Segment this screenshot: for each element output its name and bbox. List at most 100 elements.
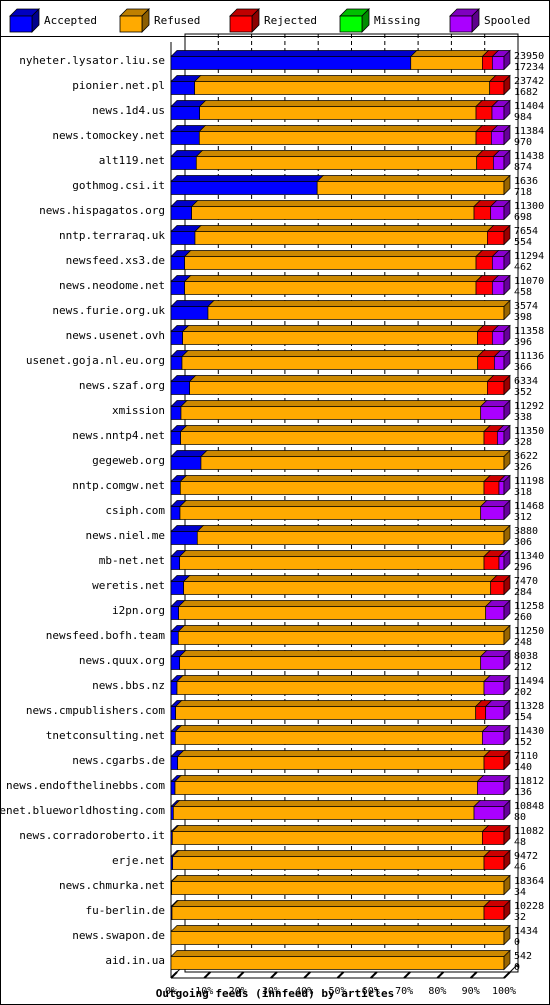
bar-segment-refused: [174, 781, 478, 795]
bar-segment-refused: [199, 106, 477, 120]
bar-segment-rejected: [476, 156, 494, 170]
bar-segment-accepted: [170, 81, 195, 95]
bar-segment-top-refused: [182, 575, 498, 582]
bar-segment-accepted: [170, 106, 200, 120]
bar-segment-top-refused: [170, 925, 511, 932]
row-label: csiph.com: [105, 504, 165, 517]
bar-segment-refused: [182, 331, 478, 345]
bar-segment-refused: [179, 506, 482, 520]
bar-side-face: [503, 674, 511, 696]
bar-segment-rejected: [475, 706, 487, 720]
bar-segment-accepted: [170, 131, 200, 145]
row-label: xmission: [112, 404, 165, 417]
row-accepted-label: 396: [514, 337, 532, 348]
bar-segment-top-refused: [176, 675, 491, 682]
row-accepted-label: 462: [514, 262, 532, 273]
row-total-label: 23742: [514, 76, 544, 87]
x-tick-mark: [236, 971, 245, 979]
bar-segment-refused: [198, 131, 477, 145]
bar-segment-refused: [179, 556, 485, 570]
bar-segment-refused: [171, 881, 505, 895]
x-tick-label: 20%: [229, 986, 247, 997]
row-accepted-label: 284: [514, 587, 532, 598]
row-total-label: 1434: [514, 926, 538, 937]
row-label: fu-berlin.de: [86, 904, 165, 917]
row-total-label: 542: [514, 951, 532, 962]
row-label: news.quux.org: [79, 654, 165, 667]
x-tick-mark: [503, 971, 511, 979]
bar-side-face: [503, 524, 511, 546]
row-total-label: 11292: [514, 401, 544, 412]
row-total-label: 23950: [514, 51, 544, 62]
bar-side-face: [503, 574, 511, 596]
bar-segment-top-accepted: [170, 50, 418, 57]
bar-segment-rejected: [490, 581, 505, 595]
row-label: nntp.comgw.net: [72, 479, 165, 492]
row-accepted-label: 366: [514, 362, 532, 373]
row-accepted-label: 718: [514, 187, 532, 198]
bar-segment-accepted: [170, 181, 318, 195]
bar-side-face: [503, 774, 511, 796]
bar-segment-refused: [170, 956, 505, 970]
legend-item-missing: Missing: [339, 8, 420, 33]
bar-segment-accepted: [170, 281, 186, 295]
row-total-label: 11300: [514, 201, 544, 212]
bar-segment-spooled: [498, 481, 505, 495]
bar-side-face: [503, 199, 511, 221]
row-accepted-label: 80: [514, 812, 526, 823]
bar-segment-accepted: [170, 531, 198, 545]
bar-segment-accepted: [170, 581, 185, 595]
bar-segment-spooled: [477, 781, 505, 795]
row-label: gothmog.csi.it: [72, 179, 165, 192]
legend-swatch: [9, 15, 33, 33]
bar-segment-rejected: [482, 56, 493, 70]
row-label: alt119.net: [99, 154, 165, 167]
bar-segment-top-refused: [183, 250, 483, 257]
row-accepted-label: 398: [514, 312, 532, 323]
bar-segment-spooled: [473, 806, 505, 820]
row-accepted-label: 306: [514, 537, 532, 548]
row-accepted-label: 17234: [514, 62, 544, 73]
bar-segment-accepted: [170, 206, 192, 220]
bar-segment-refused: [174, 731, 483, 745]
row-accepted-label: 554: [514, 237, 532, 248]
row-label: news.szaf.org: [79, 379, 165, 392]
bar-segment-top-refused: [183, 275, 483, 282]
bar-segment-rejected: [475, 131, 492, 145]
legend-item-refused: Refused: [119, 8, 200, 33]
bar-segment-top-refused: [174, 725, 490, 732]
bar-segment-top-refused: [171, 900, 491, 907]
row-total-label: 9472: [514, 851, 538, 862]
row-accepted-label: 312: [514, 512, 532, 523]
bar-segment-rejected: [483, 431, 498, 445]
bar-segment-spooled: [491, 281, 505, 295]
bar-segment-accepted: [170, 731, 176, 745]
legend-item-rejected: Rejected: [229, 8, 317, 33]
bar-side-face: [503, 349, 511, 371]
row-accepted-label: 46: [514, 862, 526, 873]
bar-segment-refused: [177, 631, 505, 645]
bar-segment-top-refused: [170, 950, 511, 957]
legend-item-spooled: Spooled: [449, 8, 530, 33]
bar-segment-top-refused: [181, 325, 485, 332]
bar-segment-spooled: [498, 556, 505, 570]
bar-side-face: [503, 324, 511, 346]
bar-segment-accepted: [170, 706, 177, 720]
bar-segment-accepted: [170, 756, 179, 770]
bar-segment-refused: [180, 431, 485, 445]
bar-segment-rejected: [477, 331, 493, 345]
bar-segment-refused: [179, 656, 482, 670]
row-accepted-label: 154: [514, 712, 532, 723]
x-tick-label: 50%: [328, 986, 346, 997]
bar-segment-top-refused: [188, 375, 495, 382]
plot-area: 0% 10% 20% 30% 40% 50% 60% 70% 80% 90% 100% nyheter…: [0, 33, 544, 997]
